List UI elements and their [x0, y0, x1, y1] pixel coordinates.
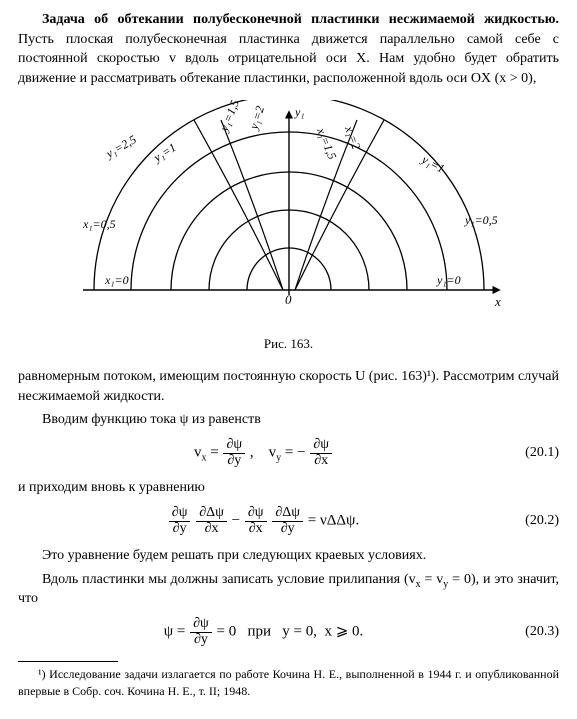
svg-text:x₁=0: x₁=0 — [104, 273, 129, 287]
equation-20-1-number: (20.1) — [509, 443, 559, 463]
equation-20-3: ψ = ∂ψ∂y = 0 при y = 0, x ⩾ 0. (20.3) — [18, 617, 559, 647]
svg-text:y₁=1,5: y₁=1,5 — [216, 100, 242, 134]
along-plate-line: Вдоль пластинки мы должны записать услов… — [18, 570, 559, 609]
footnote-separator — [18, 661, 118, 662]
and-again-line: и приходим вновь к уравнению — [18, 478, 559, 498]
problem-title: Задача об обтекании полубесконечной плас… — [42, 12, 559, 27]
equation-20-3-body: ψ = ∂ψ∂y = 0 при y = 0, x ⩾ 0. — [18, 617, 509, 647]
svg-text:y₁=1: y₁=1 — [418, 152, 446, 176]
equation-20-2: ∂ψ∂y ∂Δψ∂x − ∂ψ∂x ∂Δψ∂y = νΔΔψ. (20.2) — [18, 506, 559, 536]
figure-163: y₁=2,5 y₁=1 y₁=1,5y₁=2 x₁=1,5x₁=2 y₁=1 y₁=0,5… — [18, 100, 559, 327]
svg-text:y₁=2,5: y₁=2,5 — [102, 133, 138, 162]
svg-text:y₁=1: y₁=1 — [150, 141, 178, 166]
after-figure-paragraph: равномерным потоком, имеющим постоянную … — [18, 367, 559, 406]
equation-20-2-number: (20.2) — [509, 511, 559, 531]
svg-text:x: x — [494, 294, 501, 309]
intro-text: Пусть плоская полубесконечная пластинка … — [18, 32, 559, 86]
figure-svg: y₁=2,5 y₁=1 y₁=1,5y₁=2 x₁=1,5x₁=2 y₁=1 y₁=0,5… — [69, 100, 509, 320]
intro-paragraph: Задача об обтекании полубесконечной плас… — [18, 10, 559, 88]
svg-text:x₁=2: x₁=2 — [341, 124, 363, 152]
equation-20-1: vx = ∂ψ∂y , vy = − ∂ψ∂x (20.1) — [18, 438, 559, 468]
svg-text:y₁=0: y₁=0 — [436, 273, 461, 287]
intro-psi-line: Вводим функцию тока ψ из равенств — [18, 410, 559, 430]
footnote-text: ¹) Исследование задачи излагается по раб… — [18, 666, 559, 700]
equation-20-2-body: ∂ψ∂y ∂Δψ∂x − ∂ψ∂x ∂Δψ∂y = νΔΔψ. — [18, 506, 509, 536]
figure-caption: Рис. 163. — [18, 335, 559, 353]
solve-conditions-line: Это уравнение будем решать при следующих… — [18, 546, 559, 566]
equation-20-3-number: (20.3) — [509, 622, 559, 642]
svg-text:x₁=0,5: x₁=0,5 — [82, 217, 116, 231]
svg-text:y₁=0,5: y₁=0,5 — [464, 213, 498, 227]
svg-text:y₁: y₁ — [294, 105, 305, 119]
svg-text:x₁=1,5: x₁=1,5 — [313, 125, 339, 161]
svg-text:y₁=2: y₁=2 — [246, 105, 267, 133]
equation-20-1-body: vx = ∂ψ∂y , vy = − ∂ψ∂x — [18, 438, 509, 468]
svg-text:0: 0 — [285, 292, 292, 307]
